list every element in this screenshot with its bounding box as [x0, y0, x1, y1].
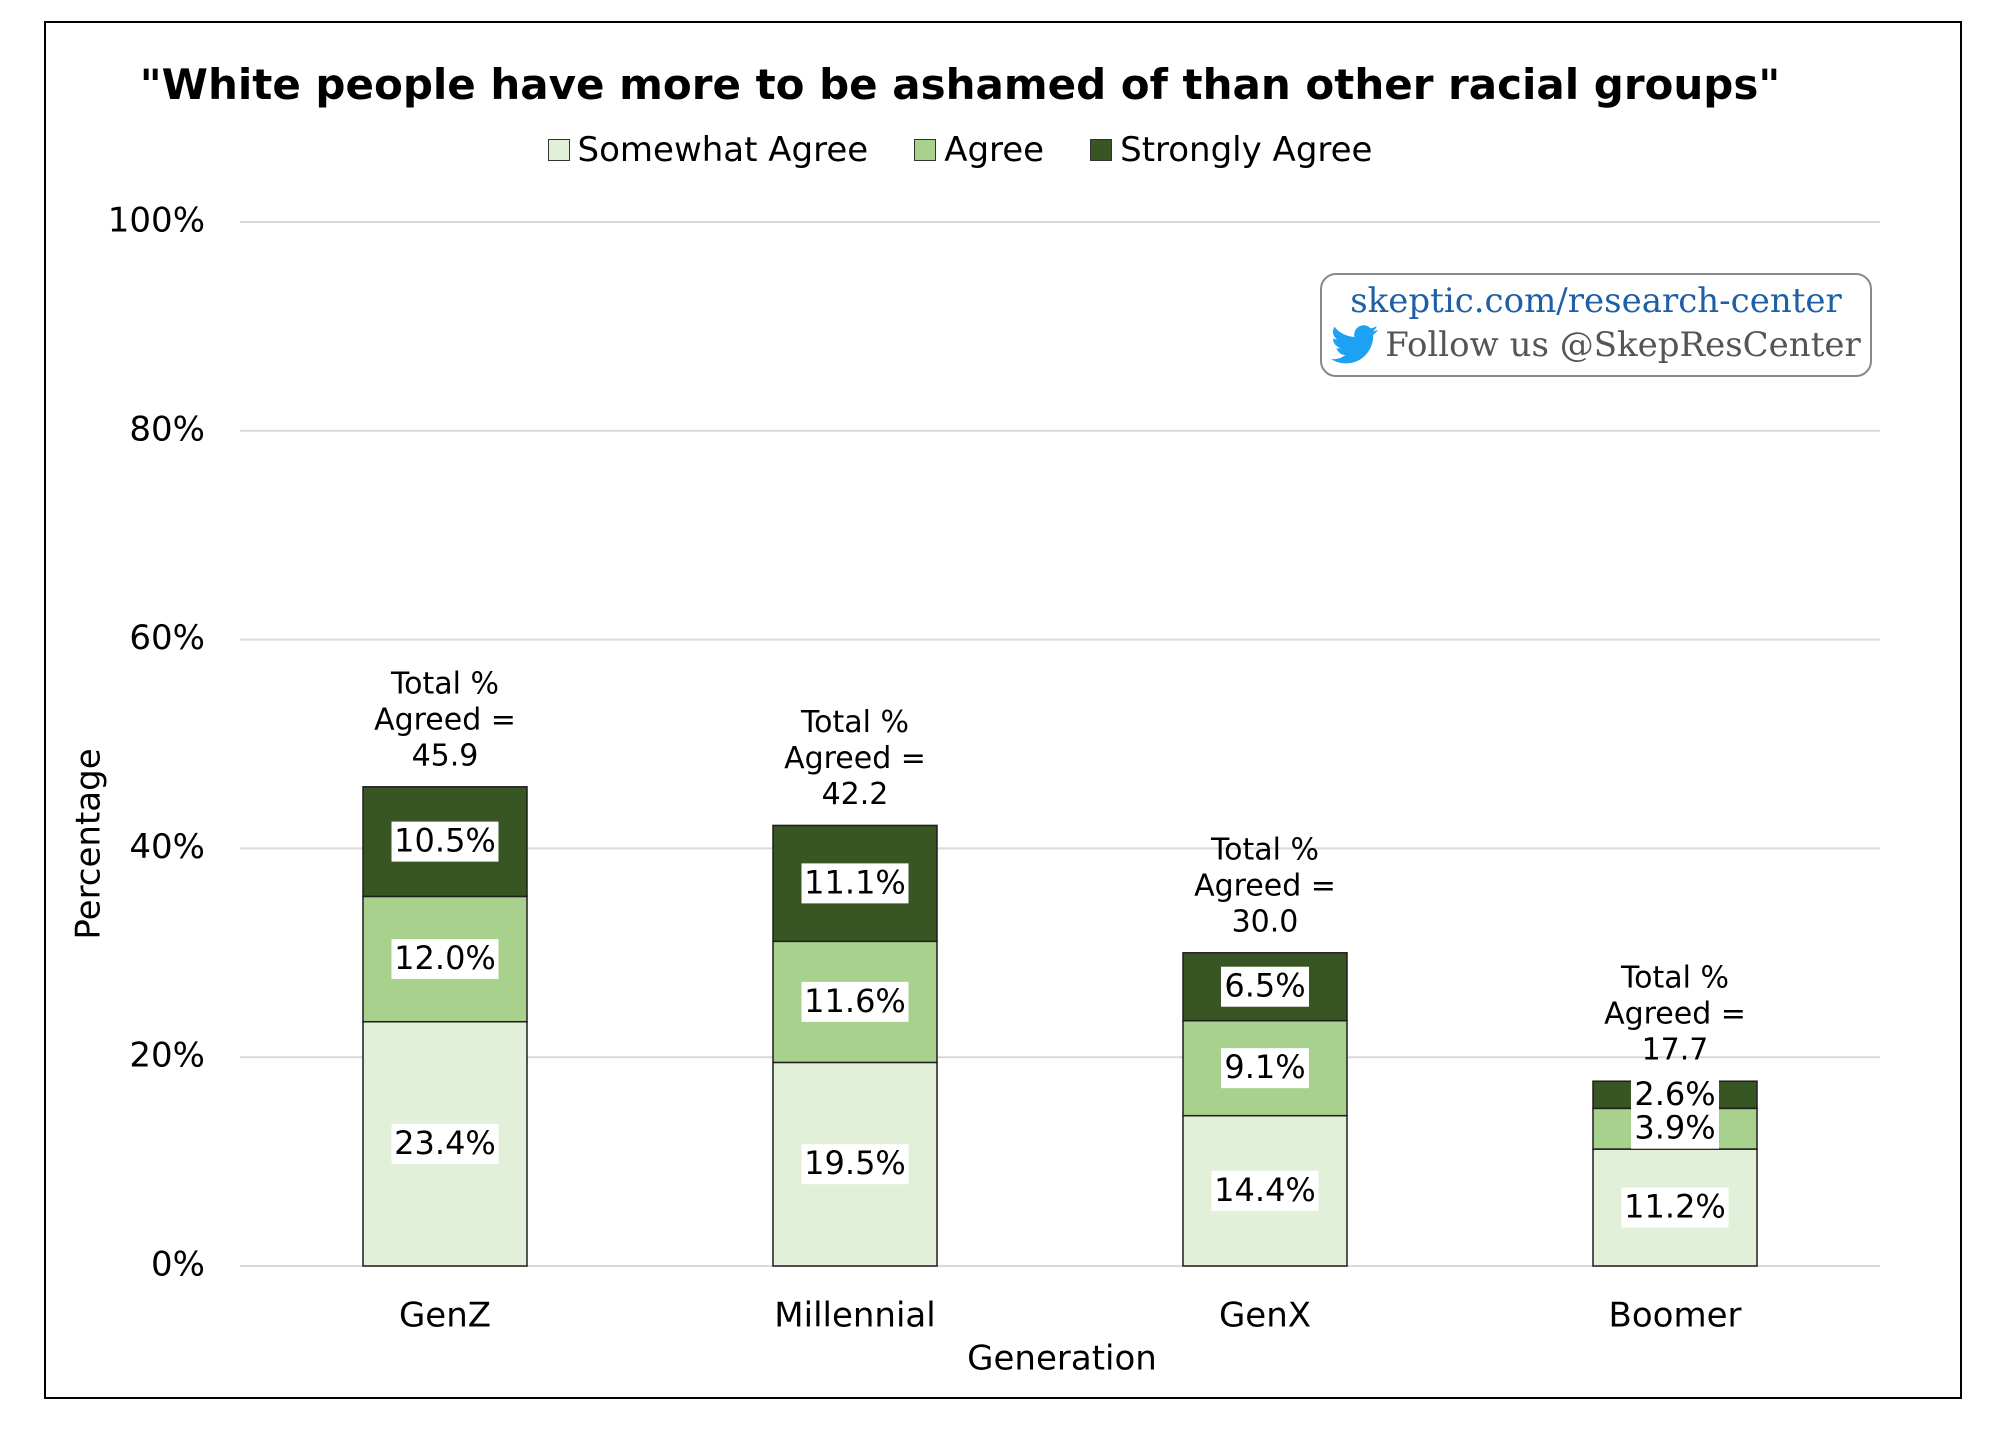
total-annotation: Agreed = — [784, 741, 926, 776]
legend-item: Strongly Agree — [1090, 130, 1372, 170]
data-label-box — [1221, 1048, 1309, 1089]
y-tick-label: 100% — [108, 201, 205, 241]
total-annotation: Total % — [390, 666, 499, 701]
y-tick-label: 20% — [129, 1036, 205, 1076]
data-label: 11.2% — [1624, 1188, 1726, 1226]
watermark-follow-text: Follow us @SkepResCenter — [1385, 325, 1861, 365]
data-label-box — [1221, 966, 1309, 1007]
chart-legend: Somewhat Agree Agree Strongly Agree — [0, 130, 1920, 170]
total-annotation: Total % — [1210, 832, 1319, 867]
y-tick-label: 80% — [129, 409, 205, 449]
data-label-box — [1631, 1108, 1719, 1149]
data-label: 11.6% — [804, 982, 906, 1020]
total-annotation: 45.9 — [412, 738, 479, 773]
legend-label: Strongly Agree — [1120, 130, 1373, 170]
data-label-box — [801, 863, 909, 904]
y-tick-label: 40% — [129, 827, 205, 867]
watermark-follow: Follow us @SkepResCenter — [1322, 323, 1870, 367]
twitter-bird-icon — [1331, 325, 1379, 364]
data-label-box — [391, 1123, 499, 1164]
data-label: 14.4% — [1214, 1171, 1316, 1209]
total-annotation: Agreed = — [374, 702, 516, 737]
legend-swatch — [1090, 139, 1113, 161]
data-label: 2.6% — [1634, 1075, 1715, 1113]
data-label-box — [1631, 1074, 1719, 1115]
x-tick-label: GenX — [1219, 1296, 1311, 1336]
data-label: 23.4% — [394, 1124, 496, 1162]
bar-segment — [1592, 1148, 1758, 1267]
watermark-url: skeptic.com/research-center — [1350, 281, 1842, 321]
data-label: 12.0% — [394, 939, 496, 977]
legend-item: Agree — [914, 130, 1044, 170]
legend-swatch — [547, 139, 570, 161]
legend-swatch — [914, 139, 937, 161]
x-tick-label: Boomer — [1609, 1296, 1742, 1336]
data-label: 10.5% — [394, 822, 496, 860]
legend-item: Somewhat Agree — [547, 130, 869, 170]
legend-label: Somewhat Agree — [577, 130, 869, 170]
data-label-box — [1211, 1170, 1319, 1211]
y-tick-label: 60% — [129, 618, 205, 658]
total-annotation: 42.2 — [822, 777, 889, 812]
data-label: 9.1% — [1224, 1048, 1305, 1086]
data-label-box — [801, 1144, 909, 1185]
total-annotation: Total % — [800, 705, 909, 740]
watermark-box: skeptic.com/research-center Follow us @S… — [1320, 273, 1872, 377]
total-annotation: 30.0 — [1232, 904, 1299, 939]
data-label-box — [391, 939, 499, 980]
chart-frame — [44, 21, 1962, 1399]
y-tick-label: 0% — [151, 1245, 205, 1285]
x-tick-label: Millennial — [774, 1296, 935, 1336]
y-axis-label: Percentage — [69, 748, 109, 939]
data-label-box — [391, 821, 499, 862]
x-axis-label: Generation — [967, 1339, 1157, 1379]
data-label-box — [801, 981, 909, 1022]
total-annotation: Agreed = — [1194, 868, 1336, 903]
data-label-box — [1621, 1187, 1729, 1228]
data-label: 11.1% — [804, 863, 906, 901]
x-tick-label: GenZ — [399, 1296, 491, 1336]
total-annotation: 17.7 — [1642, 1033, 1709, 1068]
chart-title: "White people have more to be ashamed of… — [139, 60, 1781, 109]
legend-label: Agree — [944, 130, 1045, 170]
data-label: 19.5% — [804, 1144, 906, 1182]
data-label: 3.9% — [1634, 1109, 1715, 1147]
total-annotation: Total % — [1620, 961, 1729, 996]
data-label: 6.5% — [1224, 967, 1305, 1005]
total-annotation: Agreed = — [1604, 997, 1746, 1032]
